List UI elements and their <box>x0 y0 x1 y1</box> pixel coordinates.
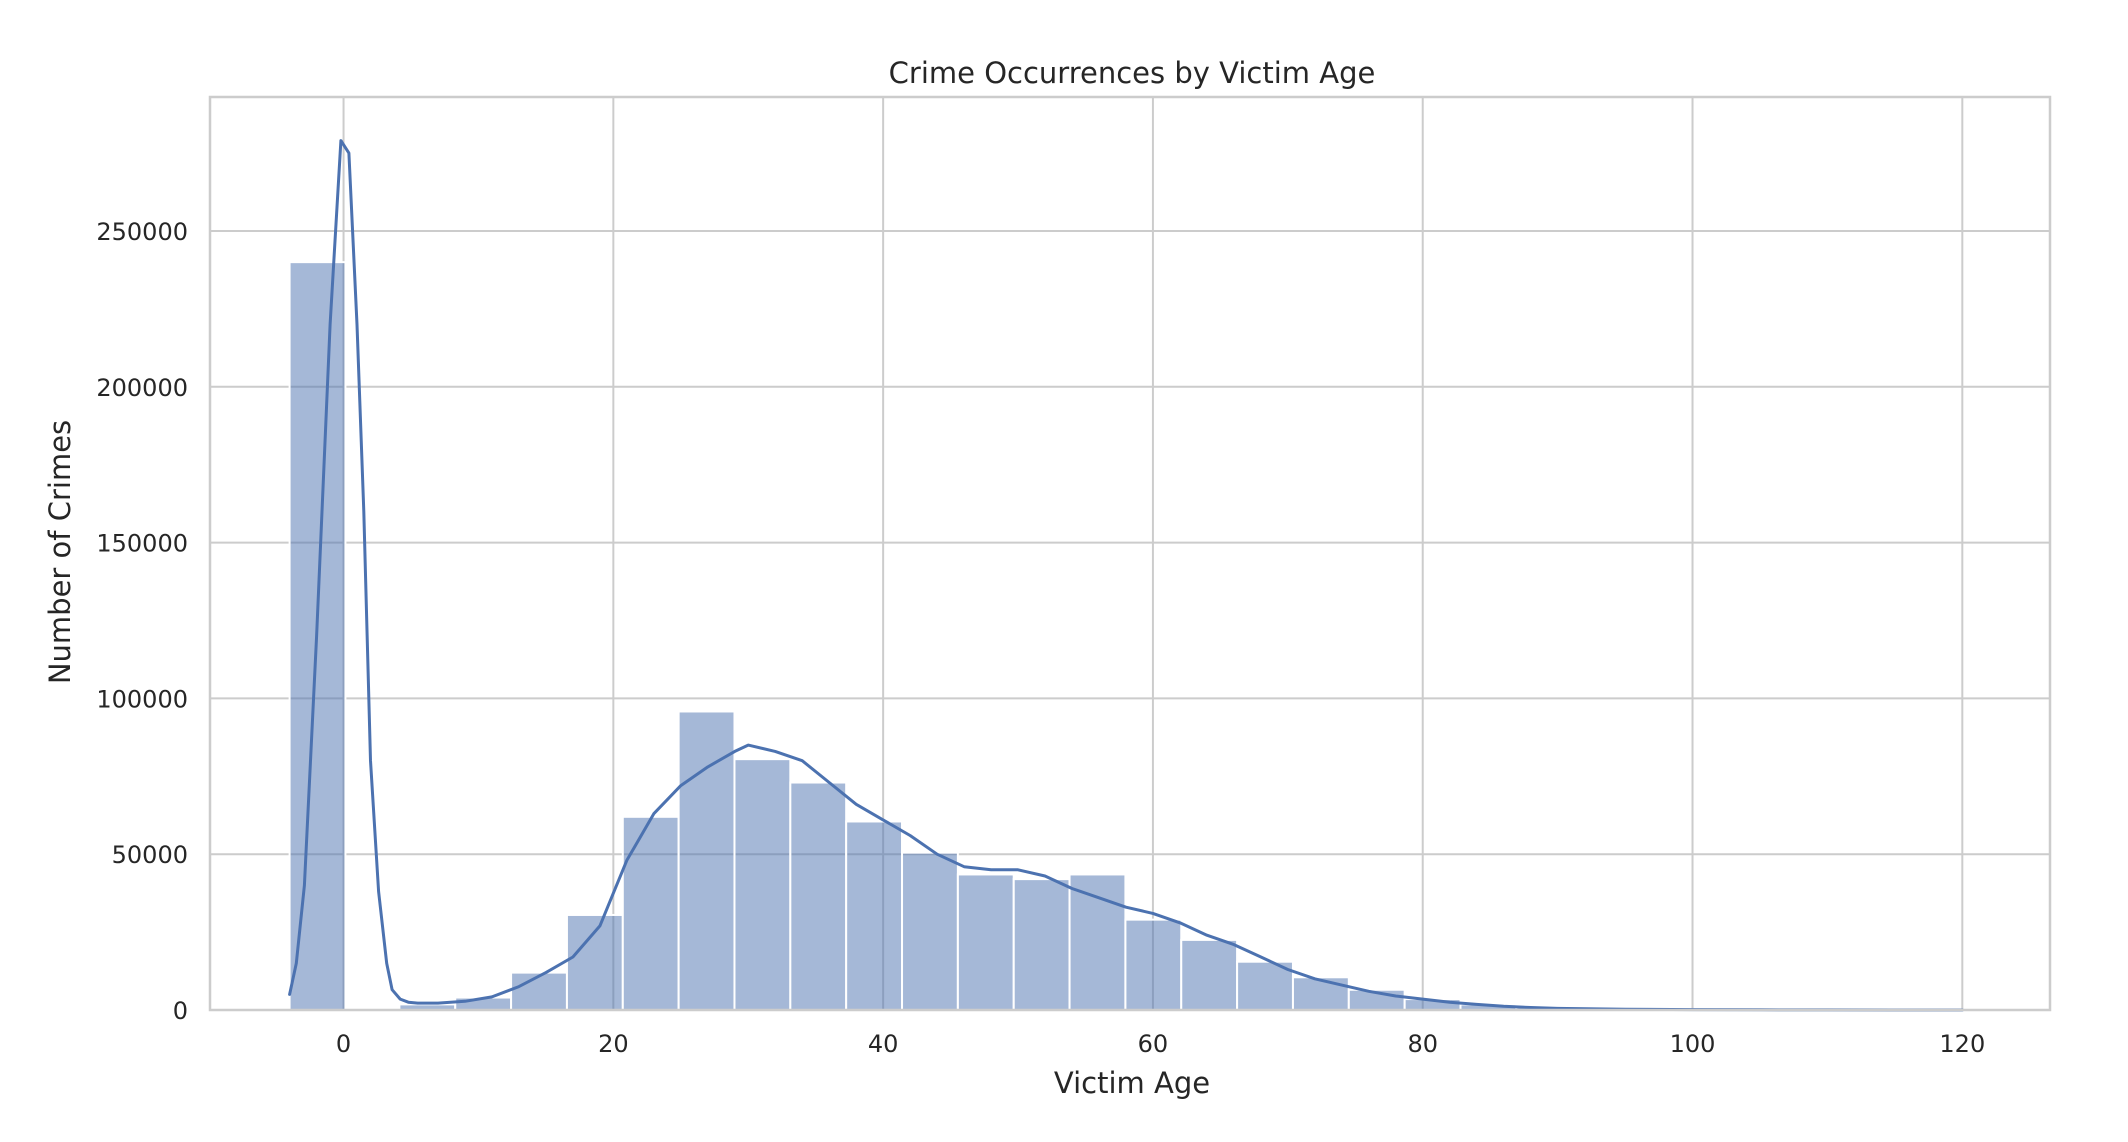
tick-labels: 0 20 40 60 80 100 120 0 50000 100000 150000 200000 2… <box>96 218 1985 1058</box>
histogram-bar-7 <box>733 758 792 1011</box>
histogram-bar-4 <box>565 913 624 1011</box>
plot-frame <box>208 95 2052 1012</box>
x-tick-label-6: 120 <box>1939 1030 1985 1058</box>
histogram-bar-8 <box>789 781 848 1011</box>
y-axis-label: Number of Crimes <box>43 420 77 684</box>
x-tick-label-1: 20 <box>598 1030 629 1058</box>
histogram-bar-11 <box>956 873 1015 1011</box>
histogram-bar-13 <box>1068 873 1127 1011</box>
histogram-bars <box>288 261 1964 1012</box>
y-tick-label-1: 50000 <box>112 841 188 869</box>
histogram-bar-17 <box>1291 976 1350 1011</box>
x-tick-label-0: 0 <box>336 1030 351 1058</box>
chart-title: Crime Occurrences by Victim Age <box>889 56 1376 90</box>
x-tick-label-3: 60 <box>1138 1030 1169 1058</box>
histogram-bar-14 <box>1124 918 1183 1012</box>
histogram-bar-15 <box>1180 938 1239 1012</box>
histogram-bar-10 <box>901 851 959 1012</box>
y-tick-label-3: 150000 <box>96 530 188 558</box>
y-tick-label-2: 100000 <box>96 685 188 713</box>
histogram-bar-12 <box>1012 878 1071 1011</box>
grid <box>210 97 2050 1011</box>
x-tick-label-4: 80 <box>1407 1030 1438 1058</box>
y-tick-label-4: 200000 <box>96 374 188 402</box>
x-tick-label-2: 40 <box>868 1030 899 1058</box>
histogram-bar-9 <box>845 820 904 1011</box>
x-tick-label-5: 100 <box>1670 1030 1716 1058</box>
kde-curve-group <box>288 139 1964 1012</box>
histogram-bar-5 <box>621 815 680 1012</box>
y-tick-label-5: 250000 <box>96 218 188 246</box>
y-tick-label-0: 0 <box>173 997 188 1025</box>
histogram-bar-3 <box>510 971 568 1011</box>
x-axis-label: Victim Age <box>1054 1066 1210 1100</box>
kde-curve <box>288 139 1964 1012</box>
